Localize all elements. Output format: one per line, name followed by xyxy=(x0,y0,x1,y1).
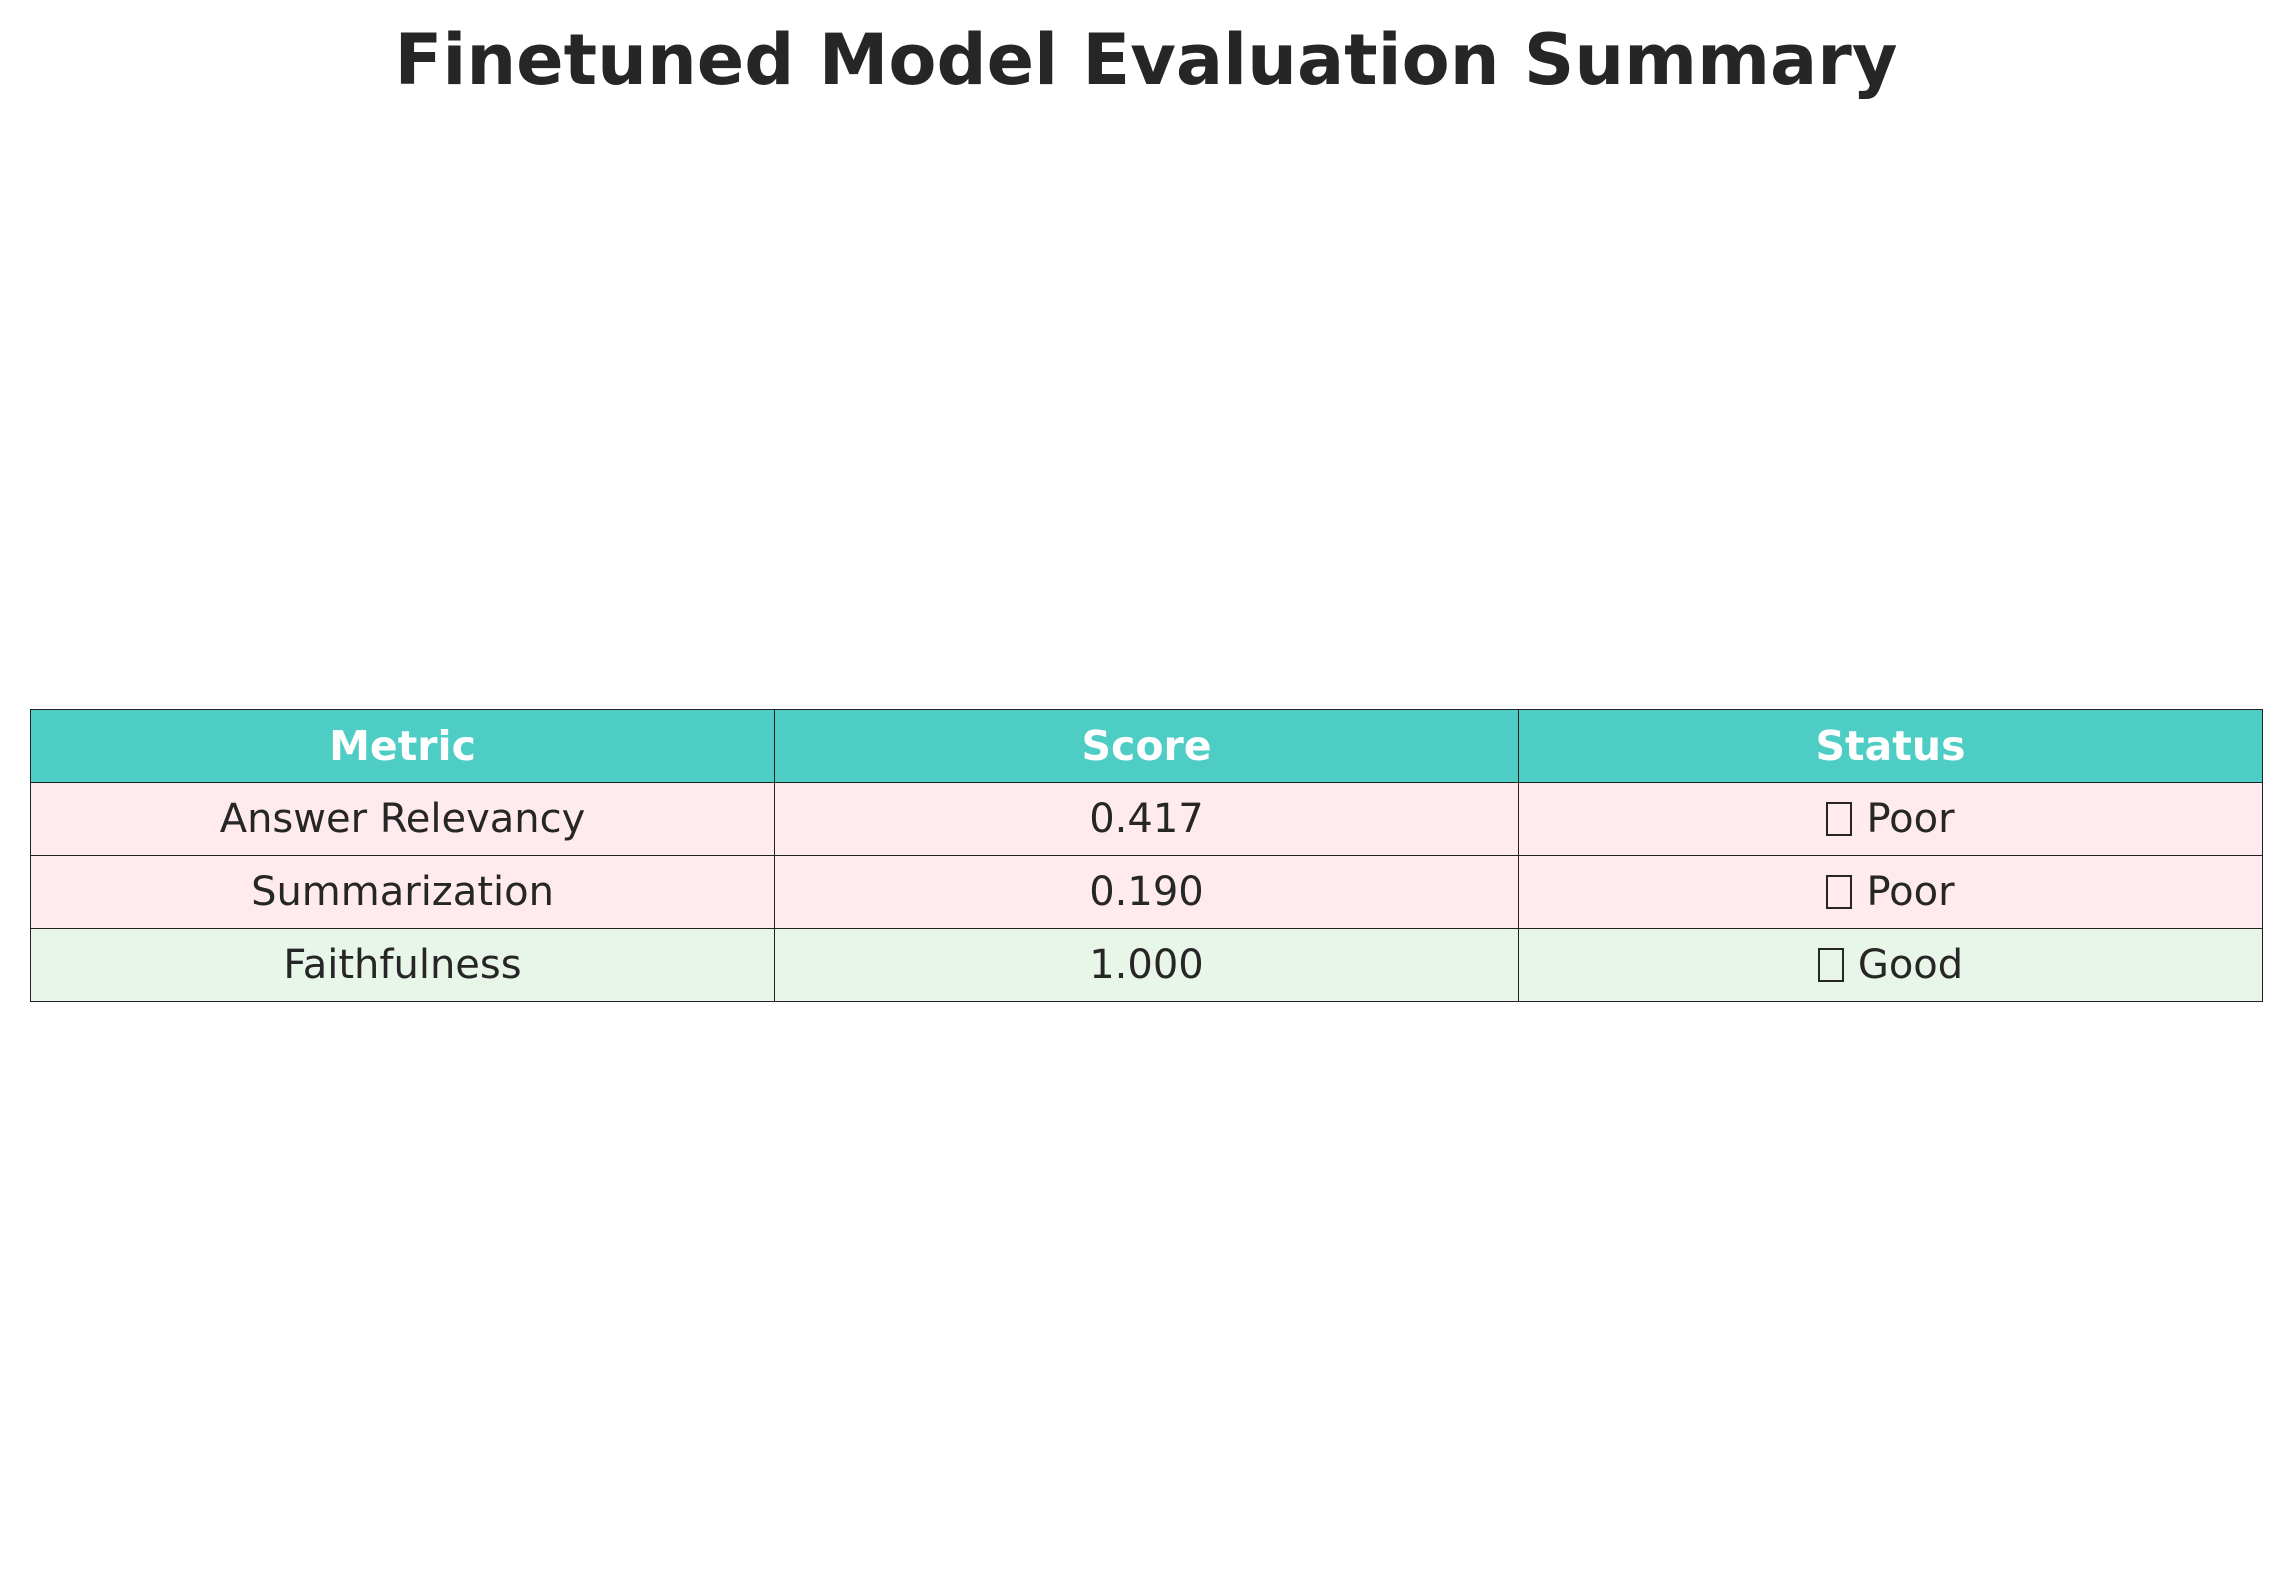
column-header-status: Status xyxy=(1518,709,2263,783)
table-row: Answer Relevancy 0.417 Poor xyxy=(30,782,2263,856)
status-cell: Poor xyxy=(1518,855,2263,929)
evaluation-table-container: Metric Score Status Answer Relevancy 0.4… xyxy=(30,709,2263,1002)
status-label: Poor xyxy=(1866,869,1955,915)
metric-cell: Answer Relevancy xyxy=(30,782,775,856)
column-header-metric: Metric xyxy=(30,709,775,783)
table-header-row: Metric Score Status xyxy=(30,709,2263,783)
missing-glyph-icon xyxy=(1817,948,1844,982)
score-cell: 0.190 xyxy=(774,855,1519,929)
evaluation-table: Metric Score Status Answer Relevancy 0.4… xyxy=(30,709,2263,1002)
column-header-score: Score xyxy=(774,709,1519,783)
score-cell: 1.000 xyxy=(774,928,1519,1002)
missing-glyph-icon xyxy=(1826,802,1853,836)
status-label: Good xyxy=(1857,942,1964,988)
metric-cell: Summarization xyxy=(30,855,775,929)
page-title: Finetuned Model Evaluation Summary xyxy=(394,19,1898,101)
missing-glyph-icon xyxy=(1826,875,1853,909)
table-row: Summarization 0.190 Poor xyxy=(30,855,2263,929)
status-label: Poor xyxy=(1866,796,1955,842)
score-cell: 0.417 xyxy=(774,782,1519,856)
status-cell: Poor xyxy=(1518,782,2263,856)
table-row: Faithfulness 1.000 Good xyxy=(30,928,2263,1002)
metric-cell: Faithfulness xyxy=(30,928,775,1002)
status-cell: Good xyxy=(1518,928,2263,1002)
